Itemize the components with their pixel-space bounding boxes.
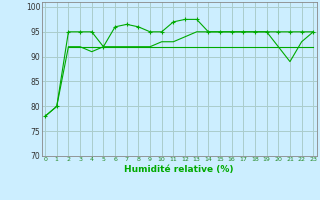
X-axis label: Humidité relative (%): Humidité relative (%) bbox=[124, 165, 234, 174]
